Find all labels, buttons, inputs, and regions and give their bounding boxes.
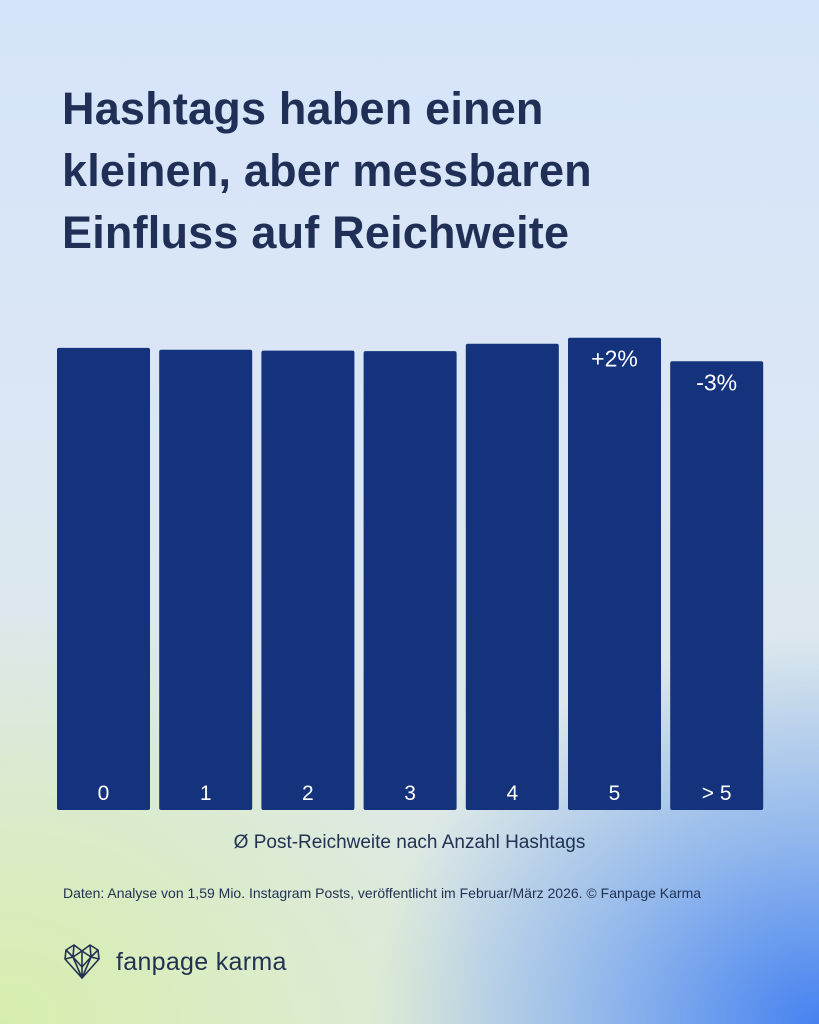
category-label-2: 2 bbox=[302, 782, 314, 805]
source-note: Daten: Analyse von 1,59 Mio. Instagram P… bbox=[63, 885, 702, 901]
x-axis-label: Ø Post-Reichweite nach Anzahl Hashtags bbox=[233, 832, 586, 853]
title-line-1: Hashtags haben einen bbox=[62, 83, 544, 134]
category-label-6: > 5 bbox=[702, 782, 732, 805]
title-line-2: kleinen, aber messbaren bbox=[62, 145, 592, 196]
heart-network-icon bbox=[64, 944, 100, 979]
chart-title: Hashtags haben einen kleinen, aber messb… bbox=[62, 78, 762, 264]
category-label-0: 0 bbox=[98, 782, 110, 805]
bar-0 bbox=[57, 347, 150, 810]
brand: fanpage karma bbox=[62, 942, 287, 982]
category-label-1: 1 bbox=[200, 782, 212, 805]
bar-2 bbox=[261, 350, 355, 810]
bar-6 bbox=[670, 361, 764, 810]
bar-annotation-5: +2% bbox=[591, 346, 638, 372]
category-label-4: 4 bbox=[506, 782, 518, 805]
brand-name: fanpage karma bbox=[116, 947, 287, 976]
bar-annotation-6: -3% bbox=[696, 369, 737, 395]
category-label-3: 3 bbox=[404, 782, 416, 805]
title-line-3: Einfluss auf Reichweite bbox=[62, 207, 570, 258]
bar-chart: 0 1 2 3 4 5 +2% > 5 -3% bbox=[57, 337, 764, 810]
bar-4 bbox=[465, 343, 559, 810]
bar-5 bbox=[568, 337, 661, 810]
bar-1 bbox=[159, 349, 253, 810]
category-label-5: 5 bbox=[609, 782, 621, 805]
bar-3 bbox=[363, 351, 457, 810]
